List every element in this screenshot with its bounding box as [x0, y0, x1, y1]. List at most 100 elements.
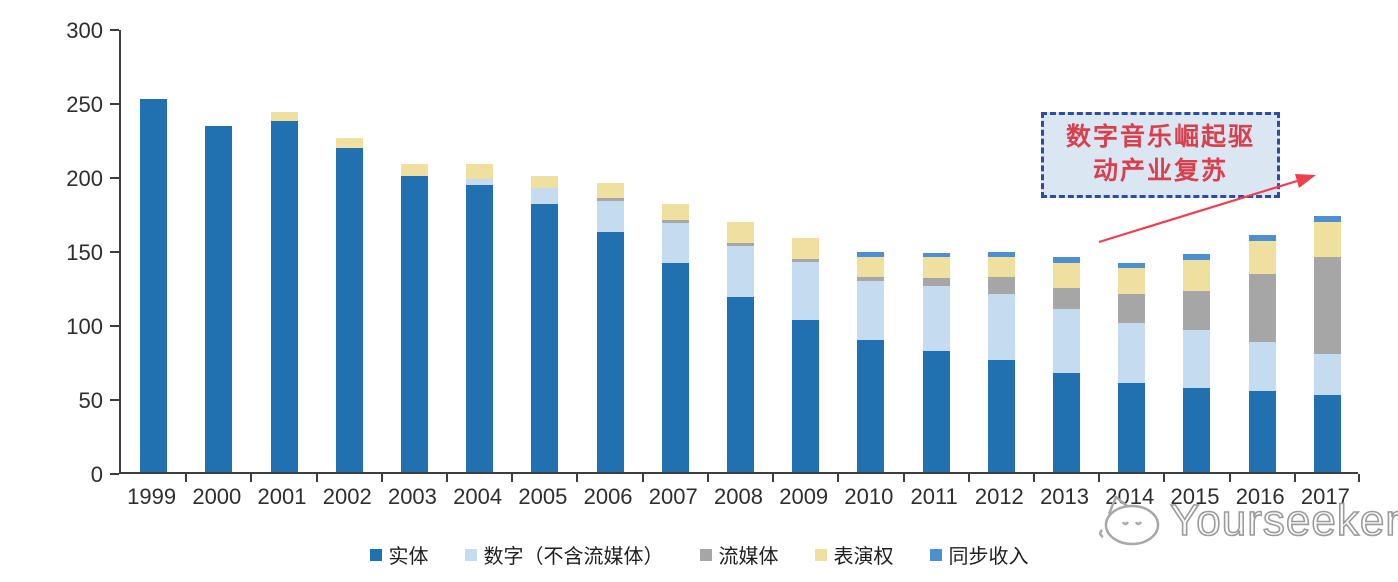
x-tick-label: 2016 — [1235, 484, 1285, 509]
x-axis-tick — [1163, 474, 1166, 482]
legend-item-physical: 实体 — [369, 540, 429, 569]
legend-swatch-performance-rights — [814, 548, 827, 561]
bar-segment-physical — [987, 359, 1015, 472]
legend-label: 同步收入 — [948, 546, 1029, 568]
bar-2010 — [857, 28, 885, 472]
bar-segment-performance-rights — [1183, 260, 1211, 292]
bar-2004 — [466, 28, 494, 472]
x-tick-label: 2017 — [1300, 484, 1350, 509]
bar-segment-digital-ex-streaming — [1053, 309, 1081, 373]
x-axis-tick — [511, 474, 514, 482]
bar-segment-physical — [727, 297, 754, 472]
x-tick-label: 2013 — [1040, 484, 1090, 509]
bar-segment-digital-ex-streaming — [1183, 329, 1211, 388]
bar-2011 — [922, 28, 950, 472]
bar-segment-physical — [1183, 387, 1211, 472]
x-tick-label: 2009 — [779, 484, 829, 509]
bar-segment-physical — [335, 147, 363, 472]
bar-segment-performance-rights — [1118, 267, 1146, 295]
bar-2000 — [205, 28, 233, 472]
legend-swatch-synchronization — [929, 548, 942, 561]
bar-segment-digital-ex-streaming — [661, 223, 689, 264]
bar-segment-streaming — [596, 198, 624, 202]
x-tick-label: 2012 — [974, 484, 1024, 509]
bar-segment-digital-ex-streaming — [466, 178, 494, 185]
bar-segment-synchronization — [1053, 257, 1081, 264]
bar-segment-performance-rights — [400, 164, 428, 176]
x-axis-tick — [902, 474, 905, 482]
y-tick-label: 0 — [90, 462, 103, 487]
bar-segment-digital-ex-streaming — [596, 201, 624, 233]
x-tick-label: 2003 — [387, 484, 437, 509]
bar-segment-physical — [205, 125, 233, 472]
annotation-callout: 数字音乐崛起驱 动产业复苏 — [1041, 112, 1280, 198]
y-axis-tick — [110, 177, 119, 179]
bar-segment-synchronization — [1183, 254, 1211, 261]
bar-segment-physical — [1313, 395, 1341, 472]
bar-2015 — [1183, 28, 1211, 472]
bar-segment-performance-rights — [727, 221, 754, 243]
bar-segment-digital-ex-streaming — [1248, 341, 1276, 391]
bar-segment-performance-rights — [1248, 241, 1276, 274]
bar-2005 — [531, 28, 559, 472]
bar-segment-digital-ex-streaming — [1118, 322, 1146, 384]
x-tick-label: 1999 — [127, 484, 177, 509]
bar-segment-physical — [466, 184, 494, 472]
legend: 实体 数字（不含流媒体） 流媒体 表演权 同步收入 — [0, 540, 1398, 569]
x-tick-label: 2004 — [453, 484, 503, 509]
x-axis-tick — [1032, 474, 1035, 482]
legend-swatch-physical — [369, 548, 382, 561]
legend-swatch-streaming — [699, 548, 712, 561]
bar-segment-digital-ex-streaming — [857, 281, 885, 341]
bar-segment-physical — [400, 176, 428, 472]
legend-item-streaming: 流媒体 — [699, 540, 779, 569]
x-axis-tick — [576, 474, 579, 482]
x-axis-tick — [967, 474, 970, 482]
watermark: Yourseeker — [1094, 494, 1398, 548]
bar-segment-performance-rights — [466, 164, 494, 179]
bar-segment-digital-ex-streaming — [922, 285, 950, 351]
x-tick-label: 2005 — [518, 484, 568, 509]
bar-segment-performance-rights — [1313, 221, 1341, 258]
y-tick-label: 200 — [66, 166, 103, 191]
bar-segment-performance-rights — [661, 204, 689, 221]
x-axis-tick — [446, 474, 449, 482]
bar-segment-physical — [1118, 383, 1146, 472]
bar-segment-synchronization — [922, 252, 950, 258]
bar-segment-performance-rights — [270, 112, 298, 122]
legend-label: 表演权 — [833, 546, 894, 568]
bar-segment-streaming — [1313, 257, 1341, 354]
bar-segment-physical — [270, 121, 298, 472]
bar-segment-streaming — [1248, 273, 1276, 342]
bar-segment-streaming — [727, 242, 754, 246]
x-axis-tick — [1228, 474, 1231, 482]
y-axis-tick — [110, 473, 119, 475]
bar-segment-physical — [1248, 390, 1276, 472]
bar-segment-physical — [792, 319, 820, 472]
x-tick-label: 2008 — [714, 484, 763, 509]
x-axis-tick — [315, 474, 318, 482]
bar-segment-streaming — [987, 276, 1015, 295]
x-axis-tick — [1293, 474, 1296, 482]
bar-segment-digital-ex-streaming — [727, 245, 754, 298]
bar-2001 — [270, 28, 298, 472]
bar-2012 — [987, 28, 1015, 472]
bar-segment-streaming — [661, 220, 689, 224]
bar-segment-physical — [922, 350, 950, 472]
bar-segment-physical — [140, 99, 168, 472]
bar-segment-digital-ex-streaming — [792, 261, 820, 320]
bar-2016 — [1248, 28, 1276, 472]
bar-2007 — [661, 28, 689, 472]
x-axis-tick — [772, 474, 775, 482]
x-axis-tick — [380, 474, 383, 482]
y-tick-label: 150 — [66, 240, 103, 265]
legend-item-digital-ex-streaming: 数字（不含流媒体） — [464, 540, 664, 569]
y-tick-label: 50 — [78, 388, 103, 413]
y-tick-label: 300 — [66, 18, 103, 43]
bar-segment-performance-rights — [1053, 263, 1081, 289]
bar-segment-physical — [661, 263, 689, 472]
bar-segment-performance-rights — [335, 137, 363, 148]
y-axis-tick — [110, 29, 119, 31]
bar-segment-performance-rights — [792, 238, 820, 259]
bar-segment-performance-rights — [987, 257, 1015, 277]
